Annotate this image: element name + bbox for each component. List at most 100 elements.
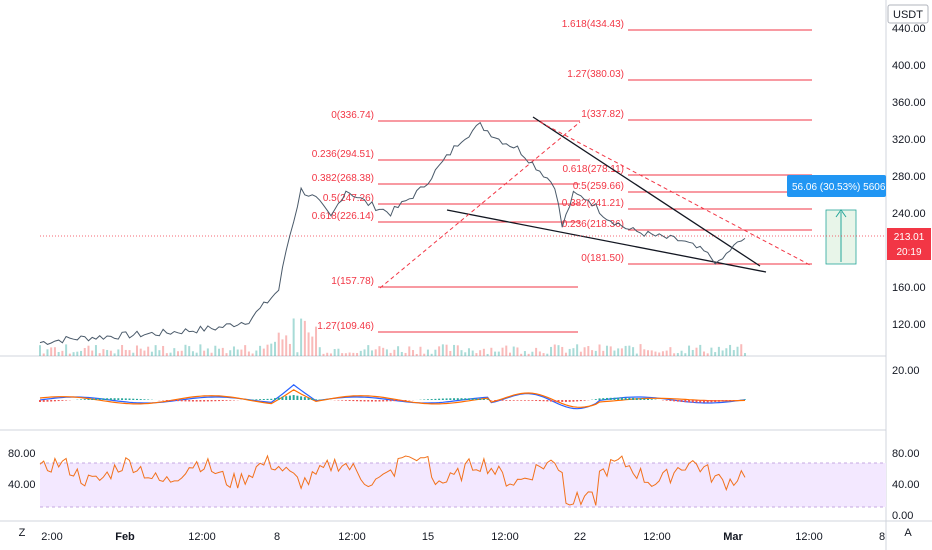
volume-bar: [501, 347, 504, 356]
volume-bar: [65, 344, 68, 356]
volume-bar: [594, 350, 597, 356]
macd-bar: [50, 400, 53, 402]
macd-bar: [352, 400, 355, 402]
volume-bar: [669, 347, 672, 356]
fib-label-right: 0(181.50): [581, 253, 624, 264]
macd-bar: [542, 400, 545, 402]
macd-bar: [359, 400, 362, 402]
macd-bar: [199, 400, 202, 402]
fib-label-right: 1.618(434.43): [562, 19, 624, 30]
volume-bar: [352, 352, 355, 356]
lower-trendline[interactable]: [446, 209, 767, 273]
volume-bar: [691, 349, 694, 356]
macd-bar: [262, 399, 265, 400]
macd-bar: [531, 400, 534, 401]
volume-bar: [710, 347, 713, 356]
currency-badge[interactable]: [887, 4, 929, 24]
macd-axis: 20.00: [892, 365, 920, 377]
macd-bar: [684, 400, 687, 403]
volume-bar: [434, 349, 437, 356]
volume-bar: [370, 350, 373, 356]
volume-bar: [46, 349, 49, 356]
volume-bar: [736, 346, 739, 356]
macd-bar: [632, 397, 635, 400]
macd-bar: [617, 397, 620, 400]
macd-bar: [550, 400, 553, 402]
volume-bar: [177, 351, 180, 356]
macd-bar: [467, 398, 470, 400]
fib-label-left: 1(157.78): [331, 276, 374, 287]
volume-bar: [572, 348, 575, 356]
volume-bar: [259, 345, 262, 356]
volume-bar: [169, 352, 172, 356]
volume-bar: [307, 332, 310, 356]
rsi-tick: 80.00: [892, 448, 920, 460]
time-tick: 22: [574, 531, 586, 543]
volume-bar: [210, 352, 213, 356]
volume-bar: [113, 353, 116, 356]
signal-line: [39, 389, 746, 408]
macd-bar: [266, 398, 269, 400]
volume-bar: [87, 345, 90, 356]
volume-bar: [613, 350, 616, 356]
macd-bar: [65, 400, 68, 401]
macd-bar: [557, 400, 560, 402]
volume-bar: [505, 345, 508, 356]
volume-bar: [214, 345, 217, 356]
macd-bar: [378, 400, 381, 402]
time-tick: 15: [422, 531, 434, 543]
macd-bar: [676, 400, 679, 402]
volume-bar: [658, 352, 661, 356]
fibonacci-levels[interactable]: 0(336.74) 0.236(294.51) 0.382(268.38) 0.5(2…: [312, 19, 812, 333]
macd-bar: [482, 398, 485, 400]
volume-bar: [329, 353, 332, 356]
volume-bar: [430, 353, 433, 356]
volume-bar: [244, 345, 247, 356]
volume-bar: [236, 349, 239, 356]
macd-bar: [699, 400, 702, 403]
macd-bar: [270, 398, 273, 400]
volume-bar: [348, 352, 351, 356]
macd-bar: [374, 400, 377, 402]
volume-bar: [635, 353, 638, 356]
volume-bar: [643, 349, 646, 356]
fib-label-right: 0.382(241.21): [562, 198, 624, 209]
time-tick: 2:00: [41, 531, 62, 543]
macd-bar: [721, 400, 724, 402]
rsi-axis: 80.00 40.00 0.00 80.00 40.00: [8, 448, 920, 522]
zoom-button[interactable]: Z: [19, 527, 26, 539]
volume-bar: [639, 344, 642, 356]
macd-bar: [80, 399, 83, 400]
volume-bar: [714, 352, 717, 356]
volume-bar: [632, 347, 635, 356]
auto-scale-button[interactable]: A: [904, 527, 912, 539]
macd-bar: [177, 400, 180, 402]
volume-bar: [147, 346, 150, 356]
macd-bar: [729, 400, 732, 401]
volume-bar: [281, 339, 284, 356]
macd-bar: [225, 400, 228, 401]
macd-bar: [445, 398, 448, 400]
upper-trendline[interactable]: [532, 116, 761, 267]
macd-bar: [486, 399, 489, 400]
volume-bar: [494, 351, 497, 356]
macd-bar: [344, 400, 347, 401]
price-tick: 360.00: [892, 97, 926, 109]
volume-bar: [426, 349, 429, 356]
fib-trend-right[interactable]: [539, 121, 811, 266]
macd-bar: [441, 398, 444, 400]
fib-trend-left[interactable]: [379, 121, 581, 289]
macd-bar: [117, 398, 120, 400]
volume-bar: [389, 352, 392, 356]
volume-bar: [337, 348, 340, 356]
macd-bar: [572, 400, 575, 402]
volume-bar: [482, 348, 485, 356]
macd-bar: [165, 400, 168, 401]
volume-bar: [121, 344, 124, 356]
volume-bar: [300, 318, 303, 356]
volume-bar: [553, 344, 556, 356]
macd-bar: [188, 400, 191, 402]
macd-bar: [453, 398, 456, 400]
volume-bar: [42, 353, 45, 356]
